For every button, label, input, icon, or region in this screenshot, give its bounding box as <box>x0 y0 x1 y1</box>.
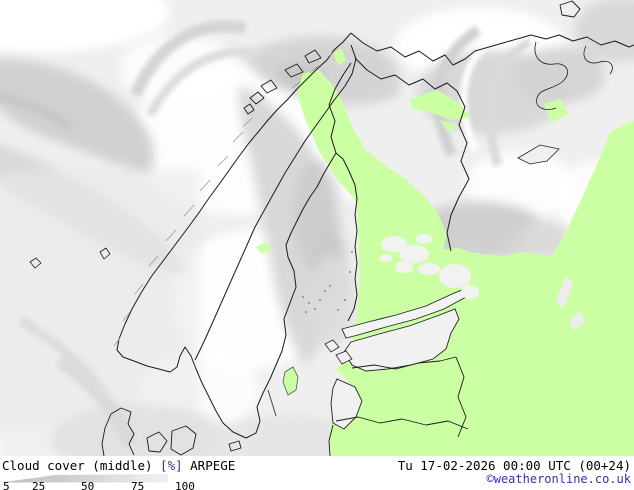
clear-sky-green-regions <box>256 49 634 456</box>
legend-tick-75: 75 <box>131 480 145 490</box>
caption-strip: Cloud cover (middle) [%] ARPEGE Tu 17-02… <box>0 456 634 490</box>
coastline-barents <box>350 32 634 66</box>
cloud-cover-map-image <box>0 0 634 456</box>
oland-island <box>267 389 277 417</box>
map-title: Cloud cover (middle) [%] ARPEGE <box>2 458 235 473</box>
green-north-scandinavia-band <box>297 69 447 257</box>
border-estonia-latvia <box>351 356 457 370</box>
denmark-jutland <box>101 407 135 456</box>
small-islands-west <box>29 247 111 269</box>
finnish-lakes <box>380 234 479 299</box>
green-small-patch-sweden <box>256 242 272 254</box>
green-top-sliver <box>333 49 346 66</box>
water-and-lake-layer <box>324 144 585 430</box>
border-norway-sweden <box>194 44 357 361</box>
border-sweden-finland <box>328 62 352 154</box>
cloud-streaks <box>0 20 533 448</box>
legend-gradient-bar <box>1 474 168 483</box>
lofoten-islands <box>243 49 322 115</box>
coastline-latvia <box>328 424 334 456</box>
border-latvia-russia <box>455 356 467 438</box>
legend-tick-25: 25 <box>32 480 46 490</box>
green-streak-north <box>410 90 471 120</box>
white-sea-inlet <box>517 144 560 165</box>
legend-tick-50: 50 <box>81 480 95 490</box>
valid-time-label: Tu 17-02-2026 00:00 UTC (00+24) <box>397 458 631 473</box>
border-finland-russia <box>354 57 470 252</box>
unit-label: [%] <box>160 458 183 473</box>
gulf-of-riga <box>330 378 363 430</box>
green-finland-baltic-mass <box>330 120 634 456</box>
kola-inland-lines <box>534 41 613 110</box>
coastline-layer <box>29 0 634 456</box>
green-gotland <box>282 366 299 396</box>
kildin-island <box>559 0 581 18</box>
legend-tick-100: 100 <box>175 480 195 490</box>
product-label: Cloud cover (middle) <box>2 458 153 473</box>
copyright-label: ©weatheronline.co.uk <box>486 472 632 486</box>
model-label: ARPEGE <box>190 458 236 473</box>
border-latvia-lithuania <box>335 416 469 430</box>
coastline-norway-sweden-finland <box>116 32 358 439</box>
denmark-islands <box>146 425 242 456</box>
fjord-details <box>113 49 353 347</box>
legend-tick-5: 5 <box>3 480 10 490</box>
green-kola-patch <box>544 99 568 123</box>
